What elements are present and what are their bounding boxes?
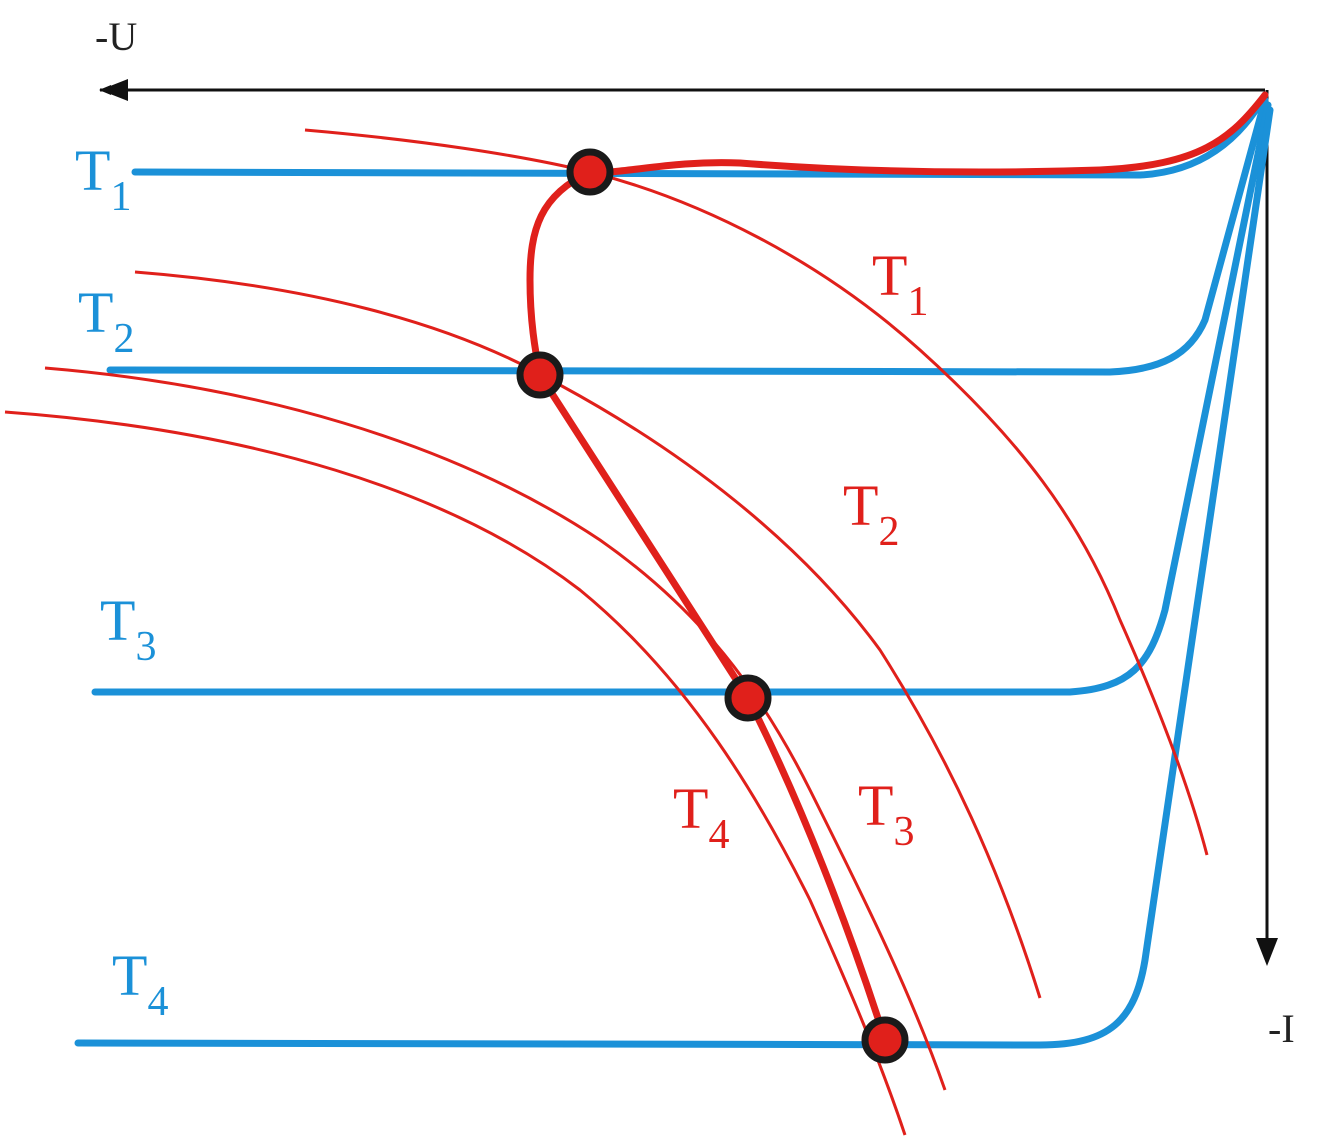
label-index: 4 — [147, 979, 168, 1025]
blue-label: T3 — [100, 588, 156, 670]
label-letter: T — [843, 473, 878, 538]
point — [566, 148, 614, 196]
label-letter: T — [872, 243, 907, 308]
point — [724, 674, 772, 722]
u-axis-label: -U — [95, 14, 137, 59]
red-curves — [4, 128, 1209, 1136]
label-index: 2 — [113, 316, 134, 362]
blue-curve — [106, 96, 1269, 376]
blue-label: T4 — [112, 943, 168, 1025]
i-axis-label: -I — [1268, 1006, 1295, 1051]
blue-curve — [74, 106, 1274, 1049]
label-index: 1 — [110, 174, 131, 220]
label-index: 3 — [893, 809, 914, 855]
label-index: 2 — [878, 509, 899, 555]
u-arrowhead — [100, 79, 128, 101]
blue-label: T1 — [75, 138, 131, 220]
label-letter: T — [78, 280, 113, 345]
blue-label: T2 — [78, 280, 134, 362]
point — [861, 1016, 909, 1064]
red-label: T4 — [673, 776, 729, 858]
label-index: 3 — [135, 624, 156, 670]
red-curve — [44, 366, 947, 1091]
label-letter: T — [112, 943, 147, 1008]
blue-curves — [74, 91, 1274, 1049]
red-curve — [304, 128, 1209, 856]
point — [516, 351, 564, 399]
red-label: T2 — [843, 473, 899, 555]
red-label: T1 — [872, 243, 928, 325]
label-index: 4 — [708, 812, 729, 858]
label-letter: T — [858, 773, 893, 838]
label-letter: T — [100, 588, 135, 653]
i-arrowhead — [1256, 938, 1278, 966]
operating-points — [516, 148, 909, 1064]
blue-curve — [91, 101, 1272, 696]
label-letter: T — [673, 776, 708, 841]
red-label: T3 — [858, 773, 914, 855]
red-curve — [4, 410, 907, 1136]
label-letter: T — [75, 138, 110, 203]
label-index: 1 — [907, 279, 928, 325]
red-curve — [134, 270, 1042, 999]
